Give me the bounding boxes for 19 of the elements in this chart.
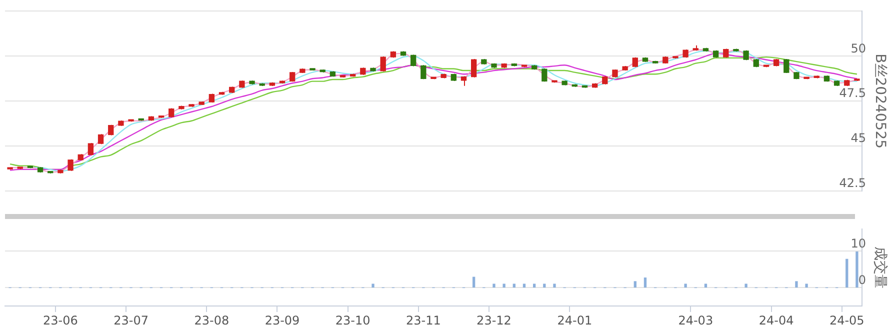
y-tick-label: 10 [850,236,866,250]
x-tick-label: 24-03 [678,313,714,328]
x-tick-label: 23-11 [406,313,441,328]
x-tick-label: 23-10 [335,313,370,328]
y-axis-title: 成交量 [872,246,888,289]
x-tick-label: 23-12 [476,313,512,328]
x-tick-label: 24-04 [758,313,794,328]
y-tick-label: 45 [850,131,866,146]
y-tick-label: 47.5 [839,86,866,100]
y-axis-title: B丝20240525 [872,54,888,149]
x-tick-label: 23-09 [264,313,300,328]
x-tick-label: 23-07 [114,313,148,328]
x-tick-label: 24-01 [557,313,592,328]
y-tick-label: 42.5 [839,176,866,190]
x-tick-label: 23-06 [43,313,78,328]
x-tick-label: 24-05 [829,313,864,328]
y-tick-label: 50 [850,41,866,56]
x-tick-label: 23-08 [194,313,230,328]
y-tick-label: 0 [858,272,866,287]
